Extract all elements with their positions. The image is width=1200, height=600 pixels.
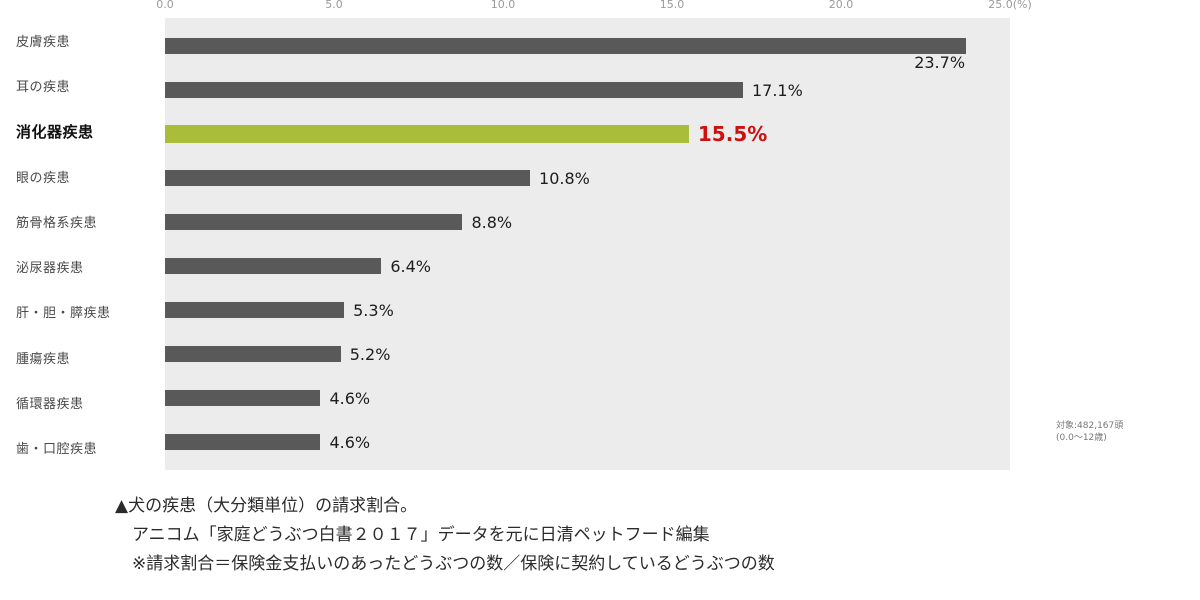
sample-note-line2: (0.0〜12歳)	[1056, 433, 1107, 443]
category-label: 泌尿器疾患	[16, 261, 84, 277]
value-label: 4.6%	[329, 432, 371, 452]
category-label: 耳の疾患	[16, 80, 71, 96]
plot-area: 23.7% 17.1% 15.5% 10.8% 8.8% 6.4% 5.3% 5.2% 4.6%…	[165, 18, 1010, 470]
bar	[165, 258, 382, 274]
bar-row: 6.4%	[165, 244, 1010, 288]
bar	[165, 38, 967, 54]
category-labels: 皮膚疾患耳の疾患消化器疾患眼の疾患筋骨格系疾患 泌尿器疾患肝・胆・膵疾患 腫瘍疾患循…	[0, 18, 165, 470]
value-label: 17.1%	[751, 80, 803, 100]
bar	[165, 125, 689, 143]
x-tick-label: 25.0(%)	[988, 0, 1032, 11]
category-label: 皮膚疾患	[16, 35, 71, 51]
bar-row: 10.8%	[165, 156, 1010, 200]
bar	[165, 82, 743, 98]
bar	[165, 302, 345, 318]
plot-column: 0.0 5.0 10.0 15.0 20.0 25.0(%) 23.7% 17.1% 15.5…	[156, 0, 1032, 470]
bar-row: 15.5%	[165, 112, 1010, 156]
x-tick-label: 5.0	[325, 0, 343, 11]
value-label: 5.3%	[353, 300, 394, 320]
x-tick-label: 20.0	[828, 0, 854, 11]
value-label: 8.8%	[471, 212, 513, 232]
bar	[165, 346, 341, 362]
bar-row: 5.2%	[165, 332, 1010, 376]
x-tick-label: 15.0	[659, 0, 685, 11]
bar-row: 23.7%	[165, 24, 1010, 72]
bar-row: 5.3%	[165, 288, 1010, 332]
category-label: 眼の疾患	[16, 170, 71, 186]
category-label: 歯・口腔疾患	[16, 441, 98, 457]
bar	[165, 434, 321, 450]
category-label: 循環器疾患	[16, 396, 84, 412]
x-tick-label: 10.0	[490, 0, 516, 11]
value-label: 10.8%	[539, 168, 590, 188]
bar-row: 8.8%	[165, 200, 1010, 244]
caption-line3: ※請求割合＝保険金支払いのあったどうぶつの数／保険に契約しているどうぶつの数	[132, 554, 775, 574]
bar	[165, 214, 463, 230]
category-label: 腫瘍疾患	[16, 351, 71, 367]
caption-line2: アニコム「家庭どうぶつ白書２０１７」データを元に日清ペットフード編集	[132, 525, 710, 545]
value-label: 5.2%	[349, 344, 391, 364]
bar-row: 4.6%	[165, 376, 1010, 420]
x-axis: 0.0 5.0 10.0 15.0 20.0 25.0(%)	[156, 0, 1032, 18]
value-label: 15.5%	[697, 122, 768, 146]
value-label: 4.6%	[329, 388, 371, 408]
bar-row: 4.6%	[165, 420, 1010, 464]
sample-note: 対象:482,167頭 (0.0〜12歳)	[1056, 420, 1123, 444]
category-label: 肝・胆・膵疾患	[16, 306, 111, 322]
bar	[165, 390, 321, 406]
value-label: 23.7%	[914, 53, 966, 72]
caption: ▲犬の疾患（大分類単位）の請求割合。 アニコム「家庭どうぶつ白書２０１７」データ…	[115, 492, 775, 579]
sample-note-line1: 対象:482,167頭	[1056, 421, 1124, 431]
category-label: 消化器疾患	[16, 122, 94, 141]
caption-line1: ▲犬の疾患（大分類単位）の請求割合。	[115, 496, 418, 516]
category-label: 筋骨格系疾患	[16, 215, 98, 231]
bar	[165, 170, 531, 186]
bar-row: 17.1%	[165, 68, 1010, 112]
x-tick-label: 0.0	[156, 0, 174, 11]
value-label: 6.4%	[390, 256, 431, 276]
bar-chart: 皮膚疾患耳の疾患消化器疾患眼の疾患筋骨格系疾患 泌尿器疾患肝・胆・膵疾患 腫瘍疾患循…	[0, 0, 1032, 470]
